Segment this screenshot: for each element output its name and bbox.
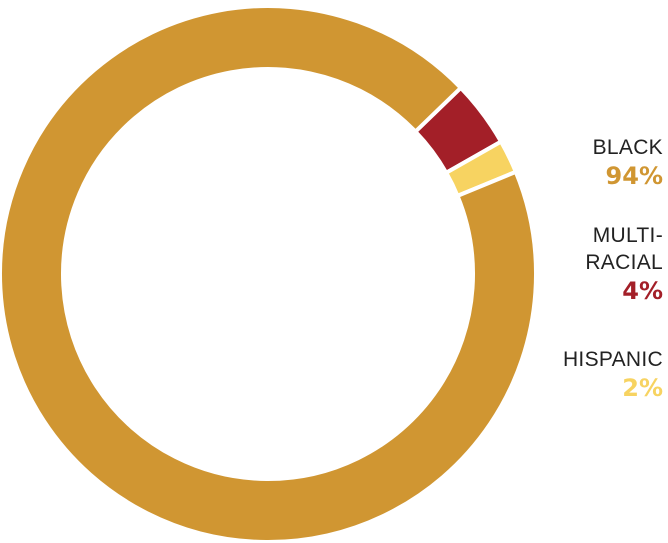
legend-value-multiracial: 4% [622,277,663,305]
legend-item-hispanic: HISPANIC 2% [563,346,663,403]
donut-slice-black [0,4,538,543]
legend-label-hispanic: HISPANIC [562,348,663,371]
legend-label-multiracial: MULTI- RACIAL [585,224,663,274]
legend-item-black: BLACK 94% [593,134,663,191]
legend-label-black: BLACK [592,136,663,159]
legend-value-hispanic: 2% [622,374,663,402]
legend-value-black: 94% [605,162,663,190]
legend-item-multiracial: MULTI- RACIAL 4% [585,222,663,306]
